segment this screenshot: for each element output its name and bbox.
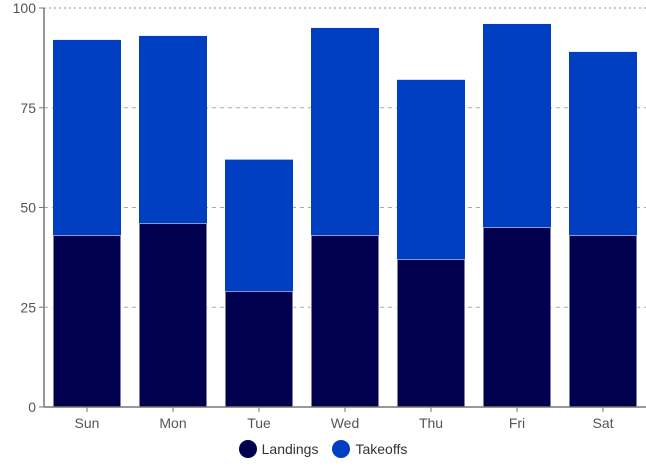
bar-landings-sun[interactable]	[52, 234, 122, 408]
bar-takeoffs-sat[interactable]	[569, 51, 637, 236]
bar-landings-sat[interactable]	[568, 234, 638, 408]
y-tick-label: 0	[28, 399, 36, 415]
bar-takeoffs-wed[interactable]	[311, 27, 379, 236]
bar-takeoffs-mon[interactable]	[139, 35, 207, 224]
bar-landings-fri[interactable]	[482, 226, 552, 408]
stacked-bar-chart: 0 25 50 75 100 Sun Mon Tue Wed Thu Fri Sat	[13, 0, 646, 431]
y-tick-label: 75	[20, 100, 36, 116]
x-tick-label: Sun	[75, 415, 100, 431]
x-tick-label: Sat	[592, 415, 613, 431]
bar-landings-mon[interactable]	[138, 222, 208, 408]
x-tick-label: Thu	[419, 415, 443, 431]
y-tick-label: 100	[13, 0, 37, 16]
bar-takeoffs-tue[interactable]	[225, 159, 293, 292]
bar-landings-wed[interactable]	[310, 234, 380, 408]
bar-takeoffs-sun[interactable]	[53, 39, 121, 236]
bar-landings-tue[interactable]	[224, 290, 294, 408]
legend-item-landings[interactable]: Landings	[238, 440, 319, 458]
bar-takeoffs-fri[interactable]	[483, 23, 551, 228]
axes	[39, 7, 646, 412]
bar-landings-thu[interactable]	[396, 258, 466, 408]
legend-swatch-takeoffs	[332, 440, 351, 458]
legend-label-landings: Landings	[261, 441, 319, 457]
legend: Landings Takeoffs	[0, 440, 646, 458]
legend-swatch-landings	[238, 440, 257, 458]
y-tick-label: 25	[20, 299, 36, 315]
legend-label-takeoffs: Takeoffs	[355, 441, 408, 457]
legend-item-takeoffs[interactable]: Takeoffs	[332, 440, 407, 458]
x-tick-label: Mon	[159, 415, 186, 431]
bar-takeoffs-thu[interactable]	[397, 79, 465, 260]
gridlines	[44, 7, 646, 308]
x-tick-label: Fri	[509, 415, 525, 431]
bars	[52, 23, 638, 408]
x-tick-label: Tue	[247, 415, 271, 431]
y-tick-label: 50	[20, 200, 36, 216]
tick-labels: 0 25 50 75 100 Sun Mon Tue Wed Thu Fri Sat	[13, 0, 614, 431]
x-tick-label: Wed	[331, 415, 360, 431]
